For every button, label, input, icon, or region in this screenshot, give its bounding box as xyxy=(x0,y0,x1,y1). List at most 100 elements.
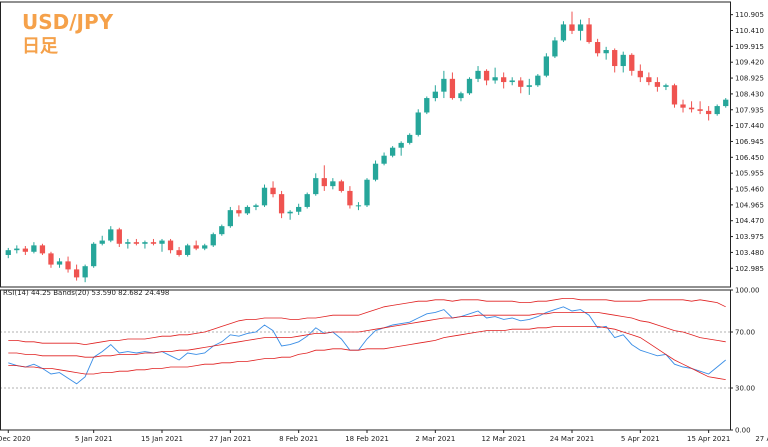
candle-body xyxy=(629,54,635,71)
band-line-2 xyxy=(8,297,726,346)
price-tick-label: 106.450 xyxy=(735,154,764,162)
candle-body xyxy=(509,80,515,83)
candle-body xyxy=(466,78,473,94)
candle-body xyxy=(338,181,345,191)
candle-body xyxy=(210,234,216,246)
candle-body xyxy=(671,85,678,105)
candle-body xyxy=(449,78,456,99)
candle-body xyxy=(646,77,652,83)
candle-body xyxy=(424,98,430,113)
candle-body xyxy=(278,194,285,214)
candle-body xyxy=(577,24,584,31)
rsi-tick-label: 0.00 xyxy=(735,427,751,435)
candle-body xyxy=(372,163,379,180)
candle-body xyxy=(535,75,541,86)
x-tick-label: 18 Feb 2021 xyxy=(345,435,389,443)
candle-body xyxy=(663,85,669,87)
candle-body xyxy=(91,243,97,267)
symbol-label: USD/JPY xyxy=(22,10,114,34)
x-tick-label: 27 Apr 2021 xyxy=(755,435,768,443)
band-line-1 xyxy=(8,311,726,358)
x-tick-label: 27 Jan 2021 xyxy=(209,435,251,443)
candle-body xyxy=(270,187,276,195)
price-tick-label: 106.945 xyxy=(735,138,764,146)
candle-body xyxy=(287,211,293,214)
price-tick-label: 109.420 xyxy=(735,59,764,67)
price-tick-label: 108.925 xyxy=(735,75,764,83)
candle-body xyxy=(680,104,686,108)
candle-body xyxy=(227,210,233,227)
candle-body xyxy=(202,245,208,249)
price-tick-label: 110.905 xyxy=(735,11,764,19)
candle-body xyxy=(552,40,558,57)
band-line-3 xyxy=(8,325,726,380)
candle-body xyxy=(304,194,310,207)
price-tick-label: 104.470 xyxy=(735,217,764,225)
x-tick-label: 5 Jan 2021 xyxy=(75,435,113,443)
candle-body xyxy=(5,250,11,255)
candle-body xyxy=(492,77,498,81)
candle-body xyxy=(261,187,268,206)
price-tick-label: 103.975 xyxy=(735,233,764,241)
candle-body xyxy=(39,245,46,254)
candle-body xyxy=(125,242,131,244)
candle-body xyxy=(73,269,80,278)
price-tick-label: 102.985 xyxy=(735,265,764,273)
candle-body xyxy=(723,99,729,107)
candle-body xyxy=(603,50,609,54)
candle-body xyxy=(219,226,225,235)
candle-body xyxy=(714,106,720,115)
candle-body xyxy=(526,85,532,87)
price-tick-label: 109.915 xyxy=(735,43,764,51)
candle-body xyxy=(688,107,695,110)
candle-body xyxy=(296,206,302,212)
candle-body xyxy=(321,178,327,187)
price-tick-label: 104.965 xyxy=(735,201,764,209)
candle-body xyxy=(22,248,29,252)
rsi-line xyxy=(8,306,726,385)
price-tick-label: 103.480 xyxy=(735,249,764,257)
candle-body xyxy=(253,205,259,207)
x-tick-label: 5 Apr 2021 xyxy=(621,435,660,443)
candle-body xyxy=(441,78,447,92)
x-tick-label: 2 Mar 2021 xyxy=(415,435,455,443)
candle-body xyxy=(612,50,618,67)
candle-body xyxy=(244,206,251,214)
candle-body xyxy=(594,42,601,54)
rsi-frame xyxy=(0,289,731,431)
candle-body xyxy=(142,242,148,244)
x-tick-label: 24 Mar 2021 xyxy=(550,435,594,443)
candle-body xyxy=(705,110,712,115)
candle-body xyxy=(116,229,122,244)
price-tick-label: 105.460 xyxy=(735,186,764,194)
candle-body xyxy=(518,80,524,87)
candle-body xyxy=(193,245,199,249)
indicator-label: RSI(14) 44.25 Bands(20) 53.590 82.682 24… xyxy=(3,289,170,297)
x-tick-label: 8 Feb 2021 xyxy=(279,435,318,443)
x-tick-label: 15 Apr 2021 xyxy=(687,435,730,443)
price-tick-label: 110.410 xyxy=(735,27,764,35)
rsi-tick-label: 30.00 xyxy=(735,385,755,393)
candle-body xyxy=(586,24,592,43)
candle-body xyxy=(167,240,174,251)
candle-body xyxy=(458,93,464,99)
price-tick-label: 108.430 xyxy=(735,90,764,98)
candle-body xyxy=(176,250,182,255)
candle-body xyxy=(31,245,37,252)
candle-body xyxy=(569,24,575,31)
candle-body xyxy=(159,240,165,244)
candle-body xyxy=(236,210,242,214)
candle-body xyxy=(14,248,20,251)
candle-body xyxy=(637,70,643,78)
candle-body xyxy=(697,109,703,111)
candle-body xyxy=(99,240,105,244)
candle-body xyxy=(475,70,481,79)
rsi-tick-label: 100.00 xyxy=(735,287,760,295)
candle-body xyxy=(381,155,387,164)
candle-body xyxy=(407,134,413,143)
price-tick-label: 105.955 xyxy=(735,170,764,178)
candle-body xyxy=(415,112,421,135)
candle-body xyxy=(330,181,336,187)
